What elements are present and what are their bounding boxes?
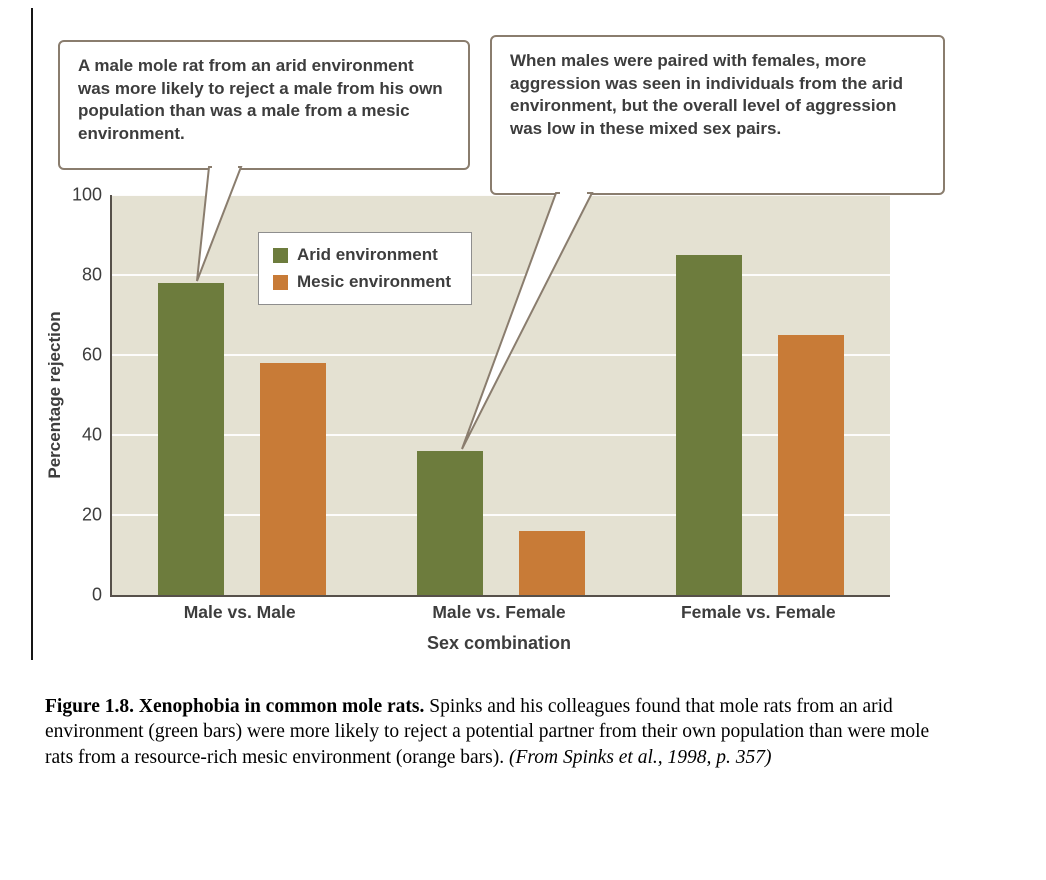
x-tick-label: Male vs. Female <box>432 602 566 622</box>
y-tick-label: 20 <box>81 504 102 525</box>
caption-body: Spinks and his colleagues found that mol… <box>45 695 930 769</box>
caption-source: (From Spinks et al., 1998, p. 357) <box>509 747 772 769</box>
bar-groups <box>112 195 890 595</box>
bar-group <box>371 195 630 595</box>
bar-arid <box>676 255 743 595</box>
callout-male-vs-female: When males were paired with females, mor… <box>490 35 945 195</box>
left-margin-rule <box>31 8 33 660</box>
y-tick-label: 0 <box>91 584 102 605</box>
y-axis-label: Percentage rejection <box>45 311 64 479</box>
bar-mesic <box>259 363 326 595</box>
x-tick-labels: Male vs. Male Male vs. Female Female vs. F… <box>110 602 888 623</box>
legend-swatch <box>273 247 288 263</box>
bar-arid <box>157 283 224 595</box>
callout-text: A male mole rat from an arid environment… <box>78 56 443 143</box>
y-tick-label: 40 <box>81 424 102 445</box>
bar-group <box>631 195 890 595</box>
legend-item: Mesic environment <box>273 272 451 292</box>
plot-area <box>110 195 890 597</box>
caption-title: Figure 1.8. Xenophobia in common mole ra… <box>45 695 425 717</box>
callout-male-vs-male: A male mole rat from an arid environment… <box>58 40 470 170</box>
legend-item: Arid environment <box>273 245 451 265</box>
legend: Arid environment Mesic environment <box>258 232 472 305</box>
x-axis-label: Sex combination <box>426 633 572 653</box>
bar-arid <box>416 451 483 595</box>
legend-label: Mesic environment <box>297 272 451 291</box>
gridline <box>112 514 890 516</box>
bar-mesic <box>778 335 845 595</box>
callout-text: When males were paired with females, mor… <box>510 51 903 138</box>
x-tick-label: Male vs. Male <box>183 602 296 622</box>
legend-label: Arid environment <box>297 245 438 264</box>
bar-mesic <box>518 531 585 595</box>
legend-swatch <box>273 274 288 290</box>
x-tick-label: Female vs. Female <box>680 602 836 622</box>
figure-caption: Figure 1.8. Xenophobia in common mole ra… <box>45 694 950 772</box>
y-tick-label: 100 <box>71 184 102 205</box>
bar-group <box>112 195 371 595</box>
y-tick-labels: 0 20 40 60 80 100 <box>48 185 102 605</box>
y-tick-label: 60 <box>81 344 102 365</box>
y-tick-label: 80 <box>81 264 102 285</box>
